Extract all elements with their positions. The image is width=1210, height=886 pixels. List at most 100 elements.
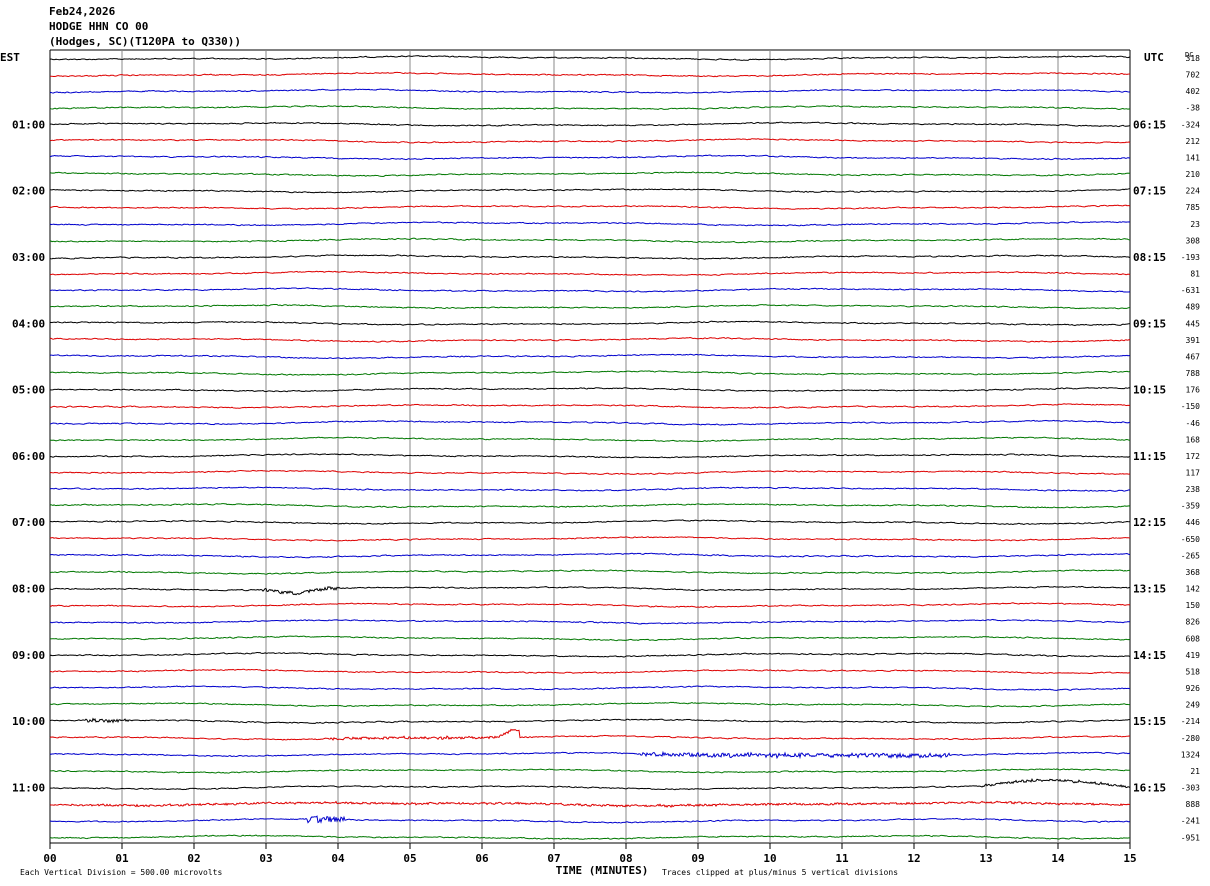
- right-hour-label-3: 08:15: [1133, 251, 1166, 264]
- left-hour-label-8: 08:00: [12, 583, 45, 596]
- trace-16: [49, 303, 1131, 310]
- dc-offset-2: 702: [1186, 71, 1201, 80]
- dc-offset-30: -650: [1181, 535, 1200, 544]
- x-tick-label-4: 04: [331, 852, 345, 865]
- trace-4: [49, 105, 1131, 111]
- trace-18: [49, 336, 1131, 343]
- dc-offset-38: 518: [1186, 667, 1201, 676]
- dc-offset-5: -324: [1181, 120, 1200, 129]
- dc-offset-13: -193: [1181, 253, 1200, 262]
- x-tick-label-13: 13: [979, 852, 992, 865]
- dc-offset-1: 318: [1186, 54, 1201, 63]
- trace-32: [49, 569, 1131, 575]
- trace-21: [49, 386, 1131, 393]
- trace-39: [49, 685, 1131, 691]
- right-hour-label-2: 07:15: [1133, 185, 1166, 198]
- dc-offset-3: 402: [1186, 87, 1201, 96]
- dc-offset-40: 249: [1186, 701, 1201, 710]
- x-tick-label-3: 03: [259, 852, 272, 865]
- x-tick-label-10: 10: [763, 852, 776, 865]
- x-tick-label-2: 02: [187, 852, 200, 865]
- dc-offset-18: 391: [1186, 336, 1201, 345]
- trace-13: [49, 254, 1131, 260]
- x-tick-label-7: 07: [547, 852, 560, 865]
- dc-offset-26: 117: [1186, 469, 1201, 478]
- dc-offset-28: -359: [1181, 502, 1200, 511]
- trace-20: [49, 370, 1131, 376]
- trace-10: [49, 204, 1131, 210]
- dc-offset-19: 467: [1186, 352, 1201, 361]
- dc-offset-25: 172: [1186, 452, 1201, 461]
- x-tick-label-14: 14: [1051, 852, 1065, 865]
- x-tick-label-5: 05: [403, 852, 416, 865]
- trace-25: [49, 453, 1131, 459]
- dc-offset-12: 308: [1186, 236, 1201, 245]
- left-hour-label-11: 11:00: [12, 782, 45, 795]
- trace-43: [49, 750, 1131, 760]
- right-hour-label-5: 10:15: [1133, 384, 1166, 397]
- left-hour-label-10: 10:00: [12, 715, 45, 728]
- trace-3: [49, 88, 1131, 94]
- trace-26: [49, 469, 1131, 476]
- trace-2: [49, 71, 1131, 78]
- right-hour-label-6: 11:15: [1133, 450, 1166, 463]
- left-hour-label-2: 02:00: [12, 185, 45, 198]
- trace-38: [49, 668, 1131, 675]
- trace-40: [49, 701, 1131, 708]
- dc-offset-15: -631: [1181, 286, 1200, 295]
- dc-offset-36: 608: [1186, 634, 1201, 643]
- right-hour-label-7: 12:15: [1133, 516, 1166, 529]
- dc-offset-33: 142: [1186, 585, 1201, 594]
- trace-9: [49, 188, 1131, 194]
- dc-offset-44: 21: [1190, 767, 1200, 776]
- left-hour-label-9: 09:00: [12, 649, 45, 662]
- vertical-division-note: Each Vertical Division = 500.00 microvol…: [20, 868, 222, 877]
- dc-offset-9: 224: [1186, 187, 1201, 196]
- x-tick-label-15: 15: [1123, 852, 1136, 865]
- clipping-note: Traces clipped at plus/minus 5 vertical …: [662, 868, 898, 877]
- trace-15: [49, 287, 1131, 293]
- x-tick-label-8: 08: [619, 852, 632, 865]
- dc-offset-37: 419: [1186, 651, 1201, 660]
- dc-offset-11: 23: [1190, 220, 1200, 229]
- dc-offset-6: 212: [1186, 137, 1201, 146]
- left-hour-label-3: 03:00: [12, 251, 45, 264]
- dc-offset-23: -46: [1186, 419, 1201, 428]
- trace-44: [49, 768, 1131, 774]
- dc-offset-8: 210: [1186, 170, 1201, 179]
- dc-offset-22: -150: [1181, 402, 1200, 411]
- dc-offset-21: 176: [1186, 386, 1201, 395]
- x-tick-label-11: 11: [835, 852, 849, 865]
- trace-34: [49, 602, 1131, 608]
- trace-19: [49, 353, 1131, 360]
- left-hour-label-1: 01:00: [12, 118, 45, 131]
- dc-offset-14: 81: [1190, 270, 1200, 279]
- trace-42: [49, 728, 1131, 741]
- trace-1: [49, 55, 1131, 61]
- dc-offset-41: -214: [1181, 717, 1200, 726]
- dc-offset-31: -265: [1181, 551, 1200, 560]
- dc-offset-35: 826: [1186, 618, 1201, 627]
- trace-28: [49, 503, 1131, 509]
- left-hour-label-5: 05:00: [12, 384, 45, 397]
- right-hour-label-1: 06:15: [1133, 118, 1166, 131]
- trace-48: [49, 834, 1131, 840]
- dc-offset-47: -241: [1181, 817, 1200, 826]
- left-hour-label-7: 07:00: [12, 516, 45, 529]
- dc-offset-20: 788: [1186, 369, 1201, 378]
- trace-24: [49, 436, 1131, 443]
- right-hour-label-8: 13:15: [1133, 583, 1166, 596]
- dc-offset-46: 888: [1186, 800, 1201, 809]
- trace-33: [49, 585, 1131, 596]
- dc-offset-45: -303: [1181, 784, 1200, 793]
- dc-offset-43: 1324: [1181, 750, 1200, 759]
- trace-35: [49, 618, 1131, 625]
- left-hour-label-6: 06:00: [12, 450, 45, 463]
- left-timezone-label: EST: [0, 51, 20, 64]
- dc-offset-4: -38: [1186, 104, 1201, 113]
- dc-offset-16: 489: [1186, 303, 1201, 312]
- x-tick-label-1: 01: [115, 852, 129, 865]
- dc-offset-17: 445: [1186, 319, 1201, 328]
- dc-offset-42: -280: [1181, 734, 1200, 743]
